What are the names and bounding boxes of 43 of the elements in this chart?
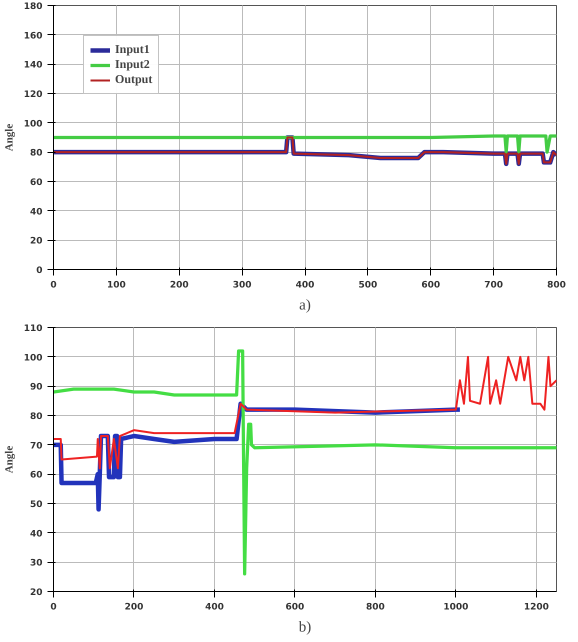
x-tick-label: 0 bbox=[50, 602, 57, 612]
y-tick-label: 100 bbox=[24, 119, 43, 130]
x-tick-label: 100 bbox=[106, 280, 126, 290]
legend-label: Output bbox=[115, 72, 152, 87]
y-tick-label: 140 bbox=[24, 60, 43, 71]
legend-label: Input2 bbox=[115, 57, 150, 72]
y-tick-label: 60 bbox=[30, 470, 43, 481]
x-tick-label: 1000 bbox=[443, 602, 468, 612]
text: b) bbox=[298, 620, 312, 636]
x-tick-label: 400 bbox=[205, 602, 224, 612]
y-tick-label: 80 bbox=[30, 412, 43, 422]
y-tick-label: 90 bbox=[30, 382, 43, 393]
x-tick-label: 200 bbox=[170, 280, 189, 290]
y-tick-label: 110 bbox=[24, 324, 43, 334]
y-tick-label: 70 bbox=[30, 441, 43, 452]
y-tick-label: 80 bbox=[30, 148, 43, 159]
x-tick-label: 400 bbox=[296, 280, 314, 290]
y-tick-label: 160 bbox=[24, 31, 43, 42]
x-tick-label: 0 bbox=[50, 280, 57, 290]
y-tick-label: 50 bbox=[30, 500, 43, 510]
x-tick-label: 600 bbox=[421, 280, 440, 290]
y-tick-label: 60 bbox=[30, 178, 43, 188]
y-tick-label: 30 bbox=[30, 558, 43, 569]
y-axis-title: Angle bbox=[4, 124, 16, 152]
x-tick-label: 600 bbox=[286, 602, 304, 612]
y-tick-label: 40 bbox=[30, 207, 43, 218]
x-tick-label: 200 bbox=[124, 602, 144, 612]
x-tick-label: 800 bbox=[547, 280, 566, 290]
legend-label: Input1 bbox=[115, 42, 150, 57]
y-tick-label: 20 bbox=[30, 588, 43, 598]
x-tick-label: 700 bbox=[484, 280, 504, 290]
text: a) bbox=[299, 298, 311, 314]
y-tick-label: 20 bbox=[30, 236, 43, 247]
y-tick-label: 40 bbox=[30, 529, 43, 540]
x-tick-label: 1200 bbox=[524, 602, 549, 612]
y-tick-label: 0 bbox=[36, 266, 43, 276]
y-axis-title: Angle bbox=[4, 446, 16, 474]
x-tick-label: 300 bbox=[232, 280, 252, 290]
y-tick-label: 180 bbox=[24, 2, 43, 12]
x-tick-label: 800 bbox=[366, 602, 385, 612]
y-tick-label: 100 bbox=[24, 353, 43, 364]
x-tick-label: 500 bbox=[358, 280, 378, 290]
y-tick-label: 120 bbox=[24, 90, 43, 100]
